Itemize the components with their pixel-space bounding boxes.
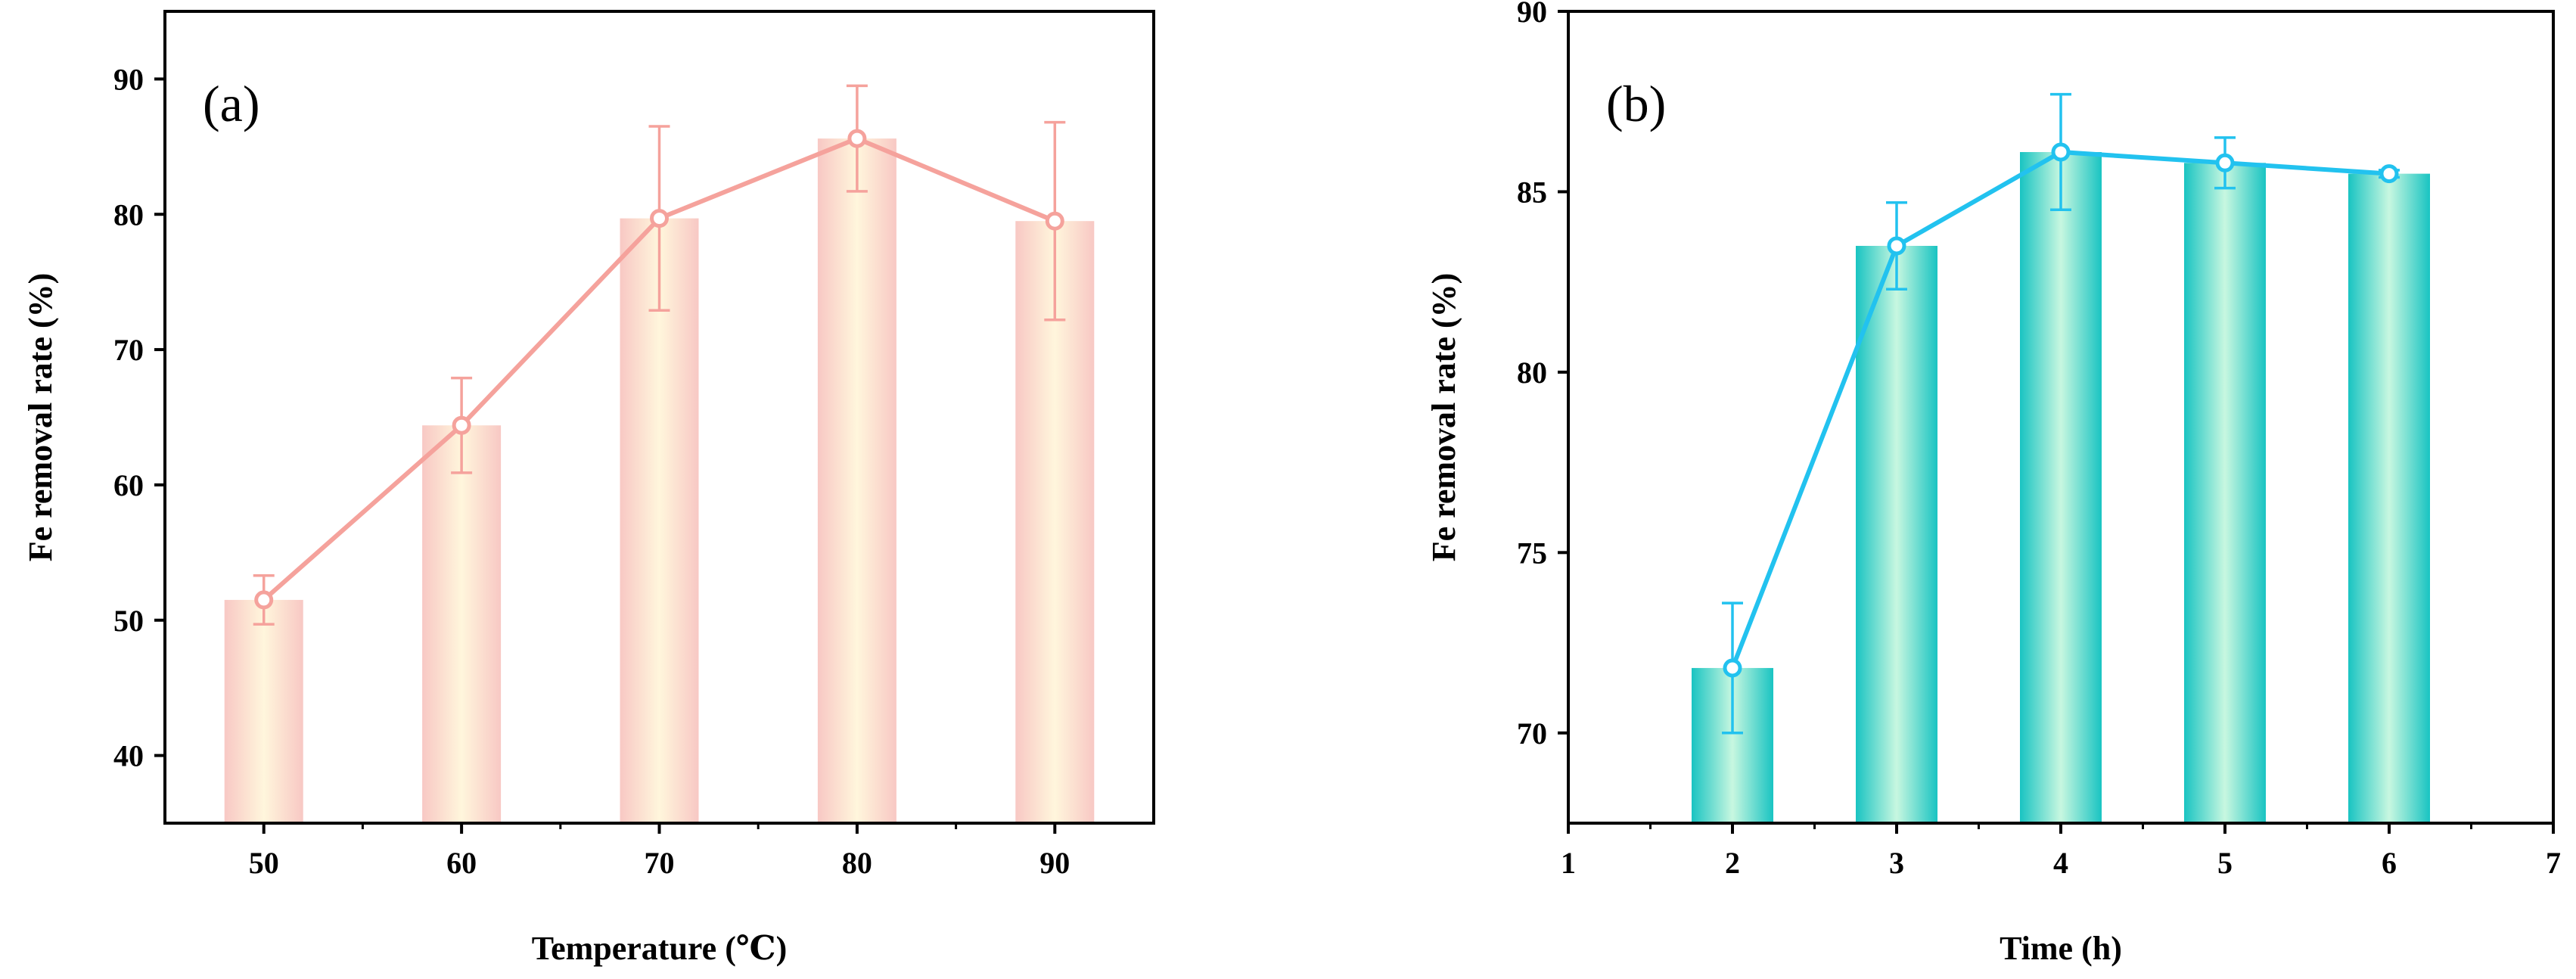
bar-group-a [224,138,1095,824]
bar-b-5 [2184,163,2266,823]
data-point-b-3 [1887,236,1906,256]
data-point-b-2 [1723,658,1742,678]
x-tick-label-a-80: 80 [842,846,872,880]
bar-a-60 [422,425,502,823]
x-tick-label-b-2: 2 [1725,846,1740,880]
bar-group-b [1692,151,2430,824]
y-tick-label-a-70: 70 [113,333,144,367]
bar-b-6 [2348,173,2430,824]
bar-a-70 [620,218,699,823]
chart-panel-a: 40 50 60 70 80 90 50 60 70 80 90 (a) Temperature … [22,10,1155,967]
y-tick-label-a-50: 50 [113,604,144,638]
y-tick-label-b-90: 90 [1517,0,1547,29]
chart-panel-b: 70 75 80 85 90 1 2 3 4 5 6 7 (b) Time (h) Fe remov… [1425,0,2561,967]
bar-b-3 [1856,245,1937,823]
x-tick-label-b-5: 5 [2217,846,2233,880]
x-ticks-a: 50 60 70 80 90 [249,823,1070,880]
y-tick-label-b-85: 85 [1517,175,1547,209]
data-point-a-60 [452,415,471,435]
data-point-a-50 [254,590,274,610]
data-point-a-70 [650,209,669,228]
x-tick-label-a-50: 50 [249,846,279,880]
y-tick-label-a-40: 40 [113,739,144,773]
y-ticks-a: 40 50 60 70 80 90 [113,62,165,773]
panel-label-b: (b) [1606,75,1666,132]
y-tick-label-a-90: 90 [113,62,144,96]
point-group-b [1723,142,2399,678]
x-tick-label-a-90: 90 [1039,846,1070,880]
y-tick-label-a-60: 60 [113,468,144,502]
x-tick-label-b-7: 7 [2546,846,2561,880]
x-tick-label-b-4: 4 [2053,846,2068,880]
x-ticks-b: 1 2 3 4 5 6 7 [1561,823,2561,880]
bar-a-90 [1015,221,1095,824]
x-tick-label-b-6: 6 [2382,846,2397,880]
x-tick-label-b-3: 3 [1889,846,1904,880]
bar-a-80 [817,138,896,823]
data-point-a-90 [1045,211,1064,231]
x-axis-title-a: Temperature (℃) [532,930,787,967]
y-tick-label-b-80: 80 [1517,356,1547,390]
y-tick-label-b-70: 70 [1517,716,1547,751]
panel-label-a: (a) [203,75,259,132]
x-tick-label-b-1: 1 [1561,846,1576,880]
data-point-a-80 [847,129,867,148]
y-tick-label-a-80: 80 [113,197,144,232]
x-tick-label-a-70: 70 [645,846,675,880]
data-point-b-6 [2379,164,2399,184]
bar-b-4 [2020,151,2102,823]
x-axis-title-b: Time (h) [2000,930,2122,967]
y-ticks-b: 70 75 80 85 90 [1517,0,1568,751]
y-tick-label-b-75: 75 [1517,536,1547,570]
x-tick-label-a-60: 60 [446,846,477,880]
y-axis-title-a: Fe removal rate (%) [22,273,59,562]
data-point-b-4 [2051,142,2071,162]
data-point-b-5 [2215,153,2235,172]
point-group-a [254,129,1064,610]
bar-a-50 [224,599,303,823]
y-axis-title-b: Fe removal rate (%) [1425,273,1462,562]
